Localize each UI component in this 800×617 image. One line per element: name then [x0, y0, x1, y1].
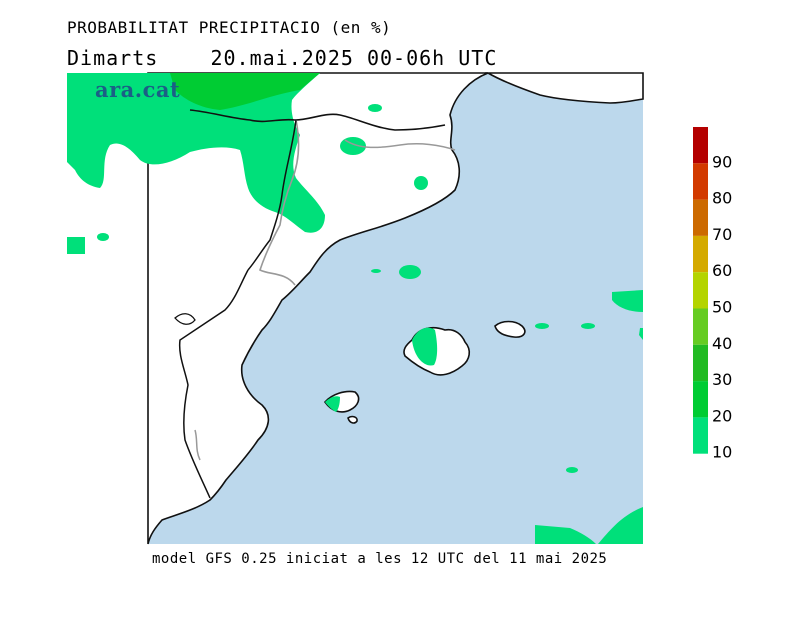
legend-swatch — [693, 272, 708, 309]
legend-label: 80 — [712, 189, 732, 208]
legend-swatch — [693, 199, 708, 236]
model-info: model GFS 0.25 iniciat a les 12 UTC del … — [152, 551, 608, 567]
border-andorra — [344, 139, 456, 151]
border-aragon-2 — [247, 119, 297, 271]
subtitle-day: Dimarts — [67, 46, 159, 70]
border-west — [178, 269, 249, 499]
menorca — [494, 320, 526, 338]
coastline-north — [485, 72, 644, 104]
color-legend: 90 80 70 60 50 40 30 20 10 — [693, 127, 732, 462]
legend-label: 70 — [712, 225, 732, 244]
land-mainland — [147, 72, 489, 545]
ara-cat-logo: ara.cat — [95, 77, 181, 102]
legend-label: 30 — [712, 370, 732, 389]
legend-swatch — [693, 163, 708, 200]
legend-label: 20 — [712, 406, 732, 425]
legend-swatch — [693, 235, 708, 273]
legend-swatch — [693, 344, 708, 382]
legend-swatch — [693, 381, 708, 418]
legend-label: 60 — [712, 261, 732, 280]
legend-swatch — [693, 308, 708, 345]
legend-swatch — [693, 127, 708, 164]
border-west-2 — [174, 313, 196, 325]
precip-mallorca — [412, 327, 438, 366]
border-valencia — [194, 429, 201, 461]
precipitation-areas — [67, 73, 643, 544]
map-subtitle: Dimarts 20.mai.2025 00-06h UTC — [67, 46, 497, 70]
border-france — [189, 109, 446, 131]
precip-ibiza — [325, 396, 340, 412]
legend-swatch — [693, 417, 708, 454]
formentera — [347, 415, 358, 424]
legend-label: 40 — [712, 334, 732, 353]
border-aragon — [259, 119, 300, 286]
subtitle-period: 20.mai.2025 00-06h UTC — [210, 46, 498, 70]
legend-label: 10 — [712, 443, 732, 462]
legend-label: 50 — [712, 298, 732, 317]
legend-label: 90 — [712, 152, 732, 171]
map-title: PROBABILITAT PRECIPITACIO (en %) — [67, 18, 392, 37]
